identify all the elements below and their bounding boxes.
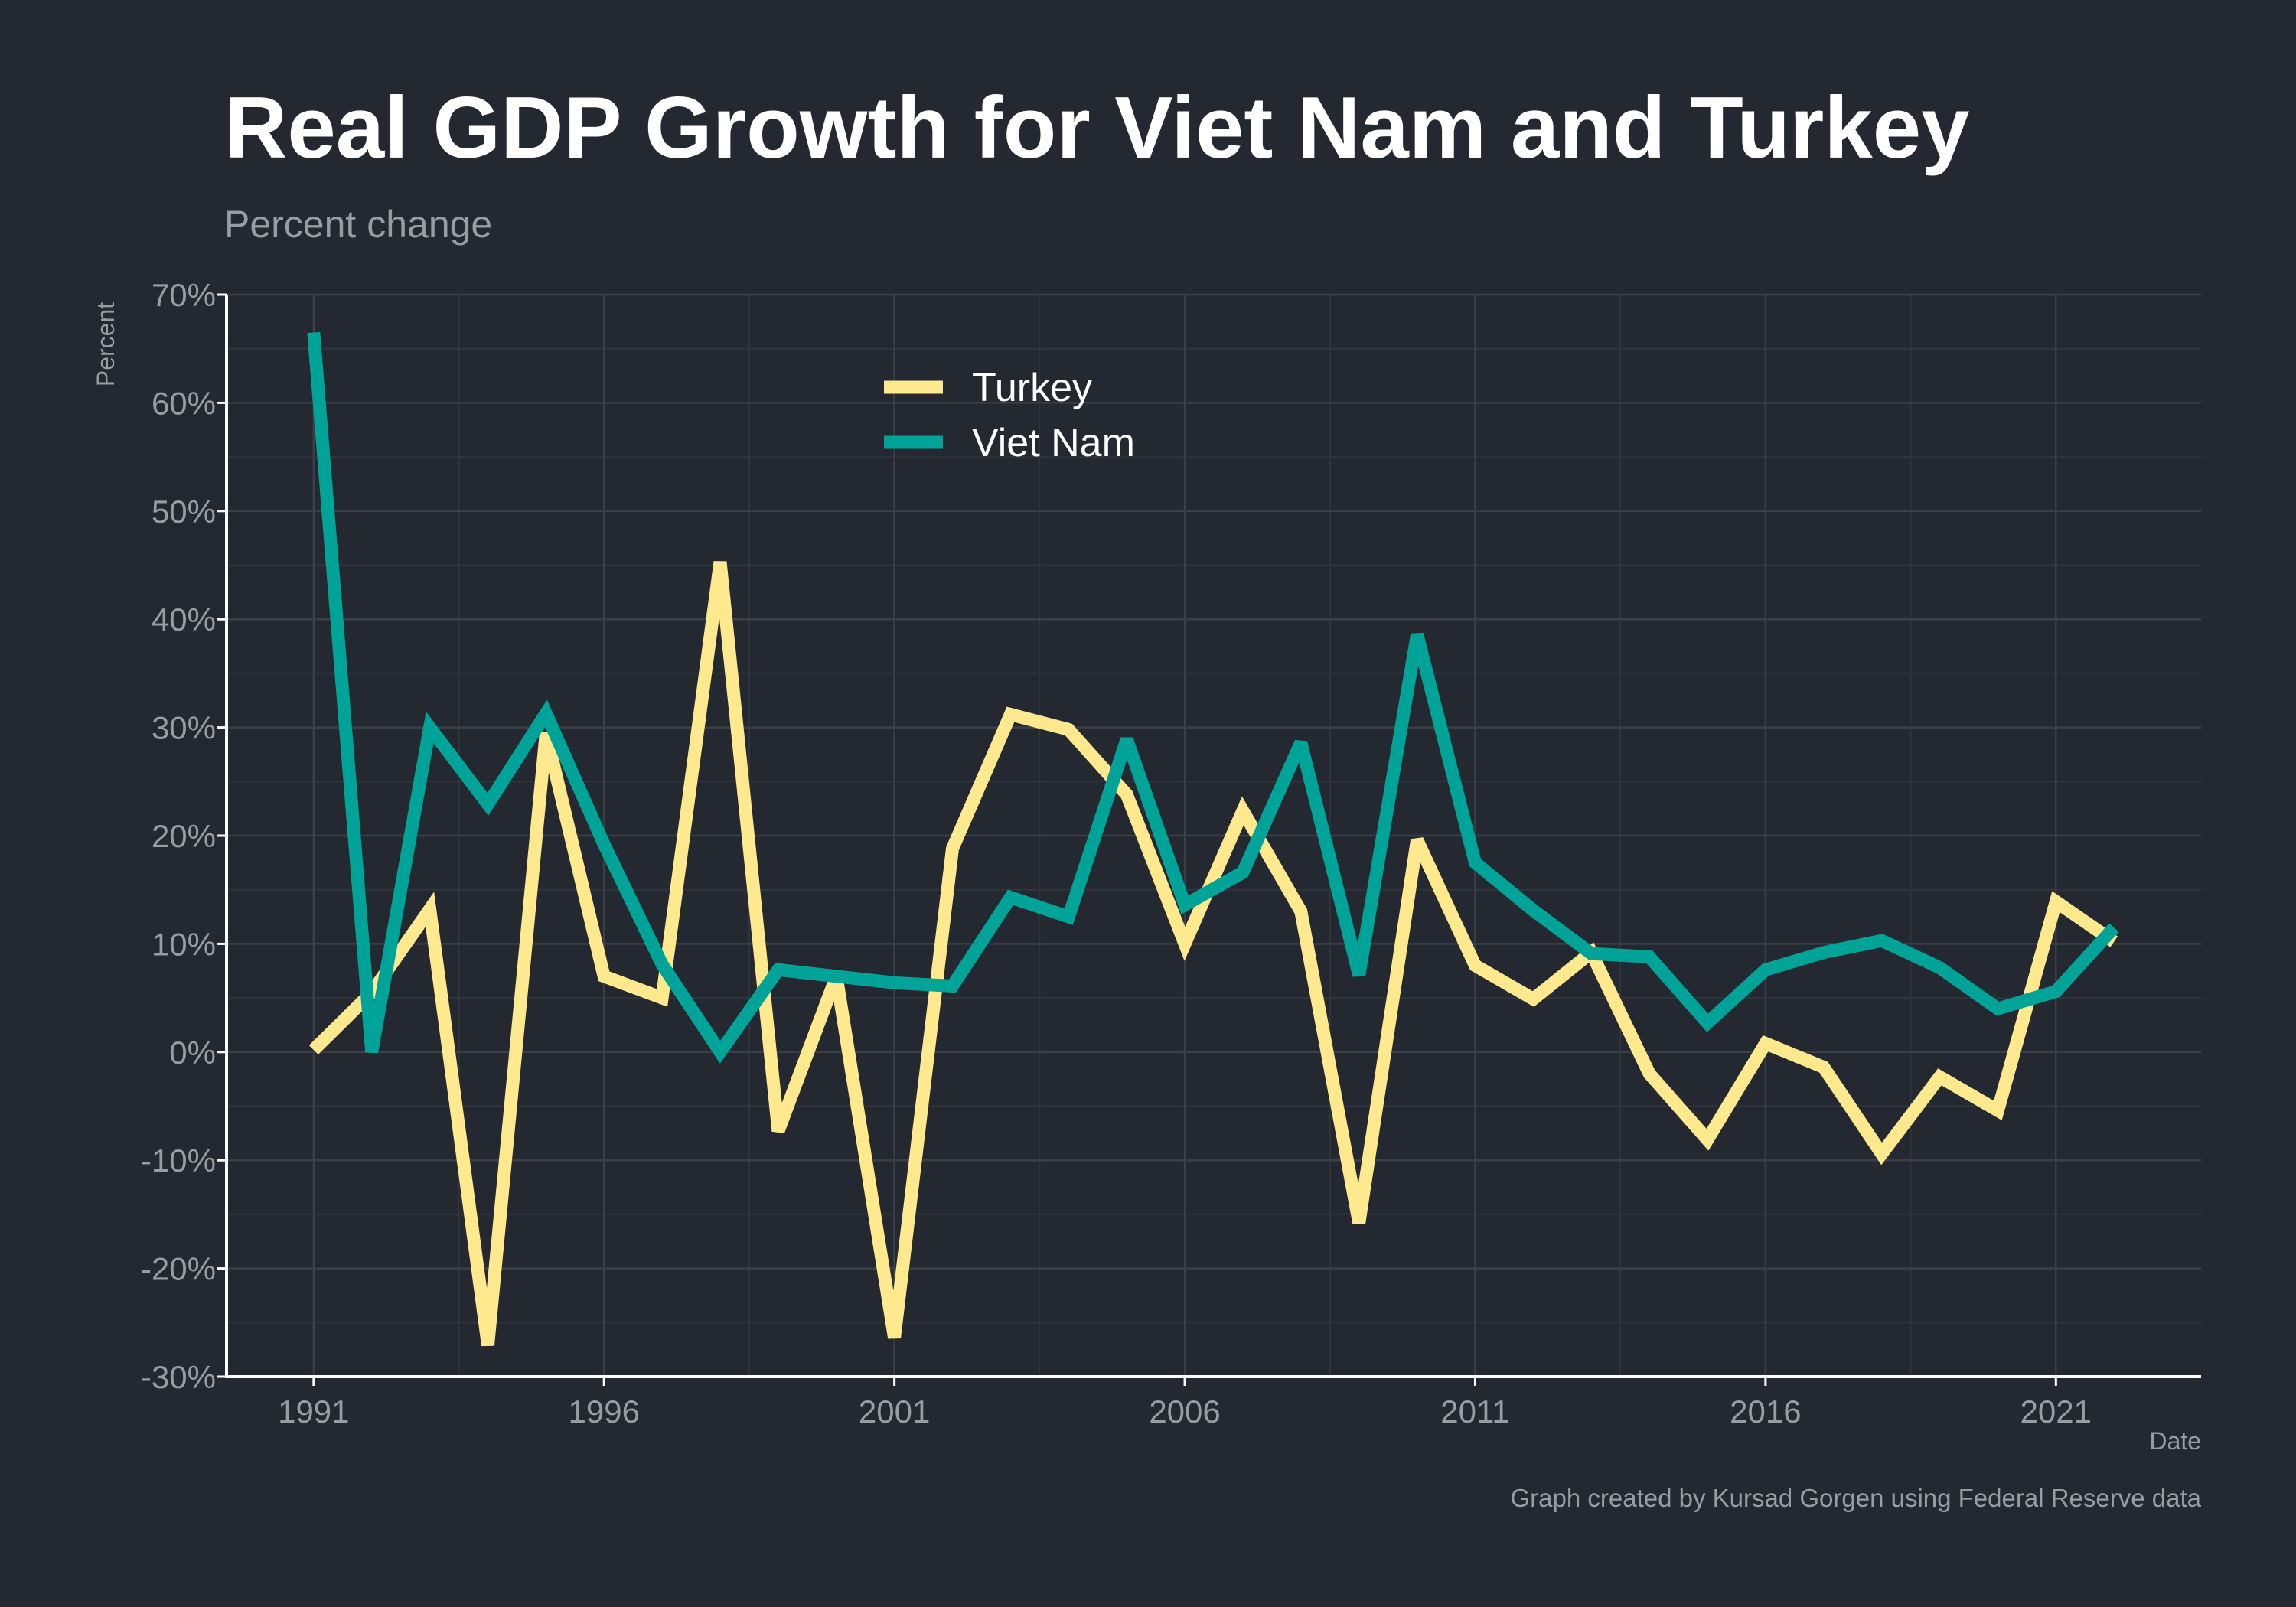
y-tick-label: 10% bbox=[152, 926, 216, 962]
x-tick-label: 2011 bbox=[1440, 1393, 1509, 1429]
x-tick-labels: 1991 1996 2001 2006 2011 2016 2021 bbox=[278, 1393, 2092, 1429]
chart-title: Real GDP Growth for Viet Nam and Turkey bbox=[224, 80, 1970, 177]
y-tick-label: 40% bbox=[152, 601, 216, 637]
y-tick-label: -30% bbox=[141, 1359, 216, 1395]
y-tick-label: 60% bbox=[152, 385, 216, 421]
series-layer bbox=[307, 331, 2119, 1347]
grid-major bbox=[227, 293, 2201, 1378]
chart-caption: Graph created by Kursad Gorgen using Fed… bbox=[1510, 1484, 2201, 1512]
legend-label: Turkey bbox=[972, 366, 1092, 410]
x-tick-label: 2001 bbox=[859, 1393, 930, 1429]
y-tick-label: 70% bbox=[152, 277, 216, 313]
y-tick-label: 20% bbox=[152, 818, 216, 854]
legend-label: Viet Nam bbox=[972, 421, 1135, 465]
y-axis-label: Percent bbox=[92, 302, 119, 386]
x-axis-label: Date bbox=[2149, 1427, 2201, 1455]
legend: Turkey Viet Nam bbox=[884, 366, 1135, 465]
y-tick-label: -20% bbox=[141, 1251, 216, 1287]
y-tick-label: 0% bbox=[169, 1035, 216, 1071]
axes bbox=[217, 293, 2201, 1386]
y-tick-label: 30% bbox=[152, 710, 216, 746]
x-tick-label: 2006 bbox=[1149, 1393, 1220, 1429]
x-tick-label: 1996 bbox=[569, 1393, 640, 1429]
y-tick-labels: -30% -20% -10% 0% 10% 20% 30% 40% 50% 60% 70% bbox=[141, 277, 216, 1395]
chart-subtitle: Percent change bbox=[224, 203, 492, 246]
series-line-turkey bbox=[308, 561, 2118, 1347]
y-tick-label: -10% bbox=[141, 1143, 216, 1178]
series-line-viet-nam bbox=[307, 331, 2119, 1064]
x-tick-label: 1991 bbox=[278, 1393, 349, 1429]
y-tick-label: 50% bbox=[152, 494, 216, 530]
x-tick-label: 2021 bbox=[2020, 1393, 2092, 1429]
x-tick-label: 2016 bbox=[1730, 1393, 1801, 1429]
